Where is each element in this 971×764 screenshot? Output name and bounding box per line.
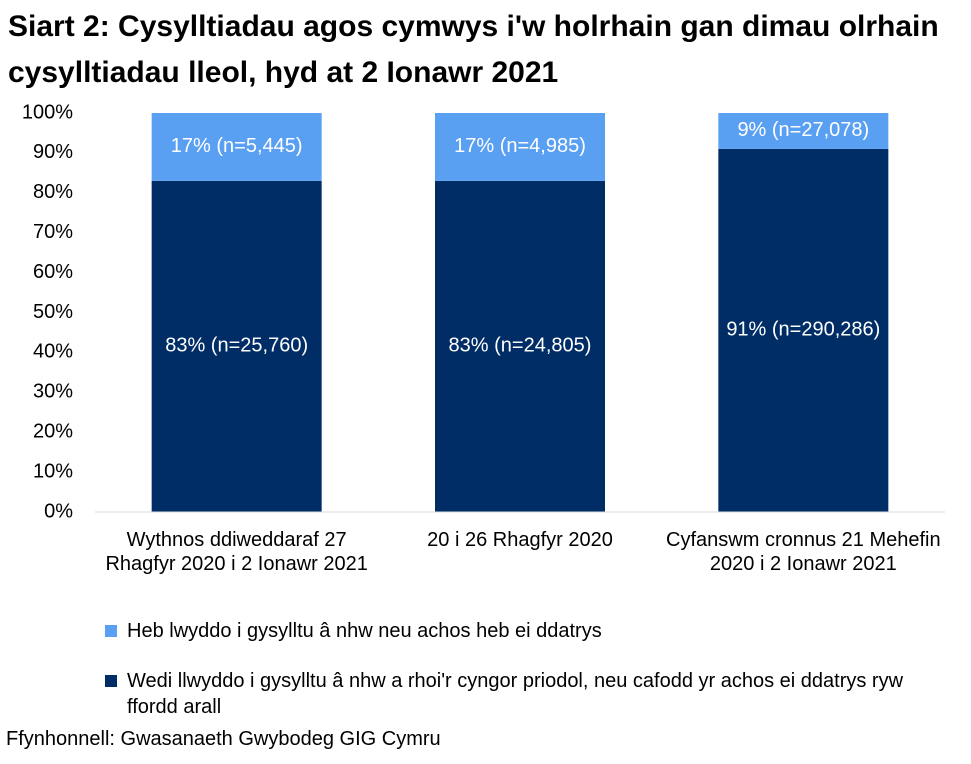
y-tick-label: 100% [22, 101, 73, 123]
bar-segment [718, 148, 889, 512]
y-tick-label: 30% [33, 381, 73, 403]
data-label: 83% (n=24,805) [449, 335, 592, 357]
y-tick-label: 70% [33, 221, 73, 243]
legend-label: Wedi llwyddo i gysylltu â nhw a rhoi'r c… [127, 670, 904, 718]
bar-segment [435, 113, 605, 181]
data-label: 83% (n=25,760) [165, 335, 308, 357]
legend-item: Heb lwyddo i gysylltu â nhw neu achos he… [105, 618, 935, 644]
chart-title: Siart 2: Cysylltiadau agos cymwys i'w ho… [8, 10, 939, 89]
bar-segment [718, 113, 889, 149]
source-note: Ffynhonnell: Gwasanaeth Gwybodeg GIG Cym… [6, 728, 441, 750]
y-tick-label: 10% [33, 460, 73, 482]
y-tick-label: 0% [44, 500, 73, 522]
data-label: 91% (n=290,286) [726, 319, 880, 341]
bar-segment [151, 180, 322, 512]
y-tick-label: 50% [33, 301, 73, 323]
y-tick-label: 20% [33, 420, 73, 442]
x-tick-label: Wythnos ddiweddaraf 27 Rhagfyr 2020 i 2 … [105, 529, 368, 575]
bar-segment [435, 180, 605, 512]
legend-swatch [105, 675, 117, 687]
y-tick-label: 60% [33, 261, 73, 283]
y-tick-label: 40% [33, 341, 73, 363]
x-tick-label: 20 i 26 Rhagfyr 2020 [427, 529, 613, 551]
legend-label: Heb lwyddo i gysylltu â nhw neu achos he… [127, 620, 602, 642]
legend-swatch [105, 625, 117, 637]
data-label: 17% (n=4,985) [454, 135, 586, 157]
y-tick-label: 80% [33, 181, 73, 203]
data-label: 17% (n=5,445) [171, 135, 303, 157]
data-label: 9% (n=27,078) [737, 119, 869, 141]
bar-segment [151, 113, 322, 181]
legend-item: Wedi llwyddo i gysylltu â nhw a rhoi'r c… [105, 668, 935, 720]
y-tick-label: 90% [33, 141, 73, 163]
x-tick-label: Cyfanswm cronnus 21 Mehefin 2020 i 2 Ion… [666, 529, 941, 575]
